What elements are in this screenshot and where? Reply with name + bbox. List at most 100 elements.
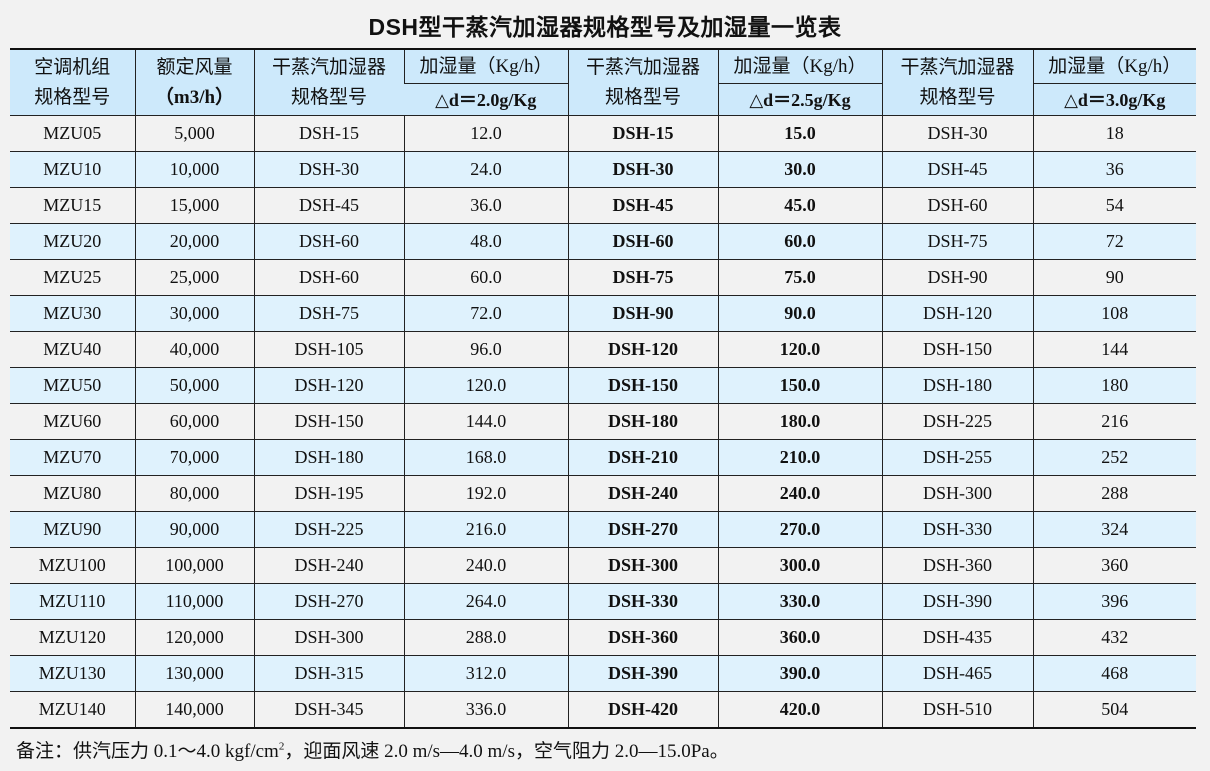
header-humidifier-25-line1: 干蒸汽加湿器 [585,56,700,78]
humidifier-20-cell: DSH-60 [253,259,404,296]
capacity-20-cell: 312.0 [403,655,568,692]
unit-model-cell: MZU40 [10,331,135,368]
capacity-30-cell: 72 [1032,223,1196,260]
capacity-20-cell: 192.0 [403,475,568,512]
capacity-30-cell: 432 [1032,619,1196,656]
humidifier-30-cell: DSH-510 [881,691,1033,729]
table-row: MZU60 60,000 DSH-150 144.0 DSH-180 180.0 DSH-2… [10,403,1196,440]
airflow-cell: 20,000 [134,223,254,260]
humidifier-30-cell: DSH-60 [881,187,1033,224]
table-row: MZU25 25,000 DSH-60 60.0 DSH-75 75.0 DSH-90 90 [10,259,1196,296]
header-capacity-30: 加湿量（Kg/h） [1032,49,1196,84]
capacity-25-cell: 45.0 [717,187,882,224]
table-row: MZU110 110,000 DSH-270 264.0 DSH-330 330.0 DSH… [10,583,1196,620]
humidifier-30-cell: DSH-360 [881,547,1033,584]
humidifier-30-cell: DSH-30 [881,115,1033,152]
capacity-25-cell: 360.0 [717,619,882,656]
humidifier-20-cell: DSH-240 [253,547,404,584]
table-body: MZU05 5,000 DSH-15 12.0 DSH-15 15.0 DSH-30 18 MZ… [10,115,1196,729]
capacity-30-cell: 288 [1032,475,1196,512]
capacity-20-cell: 144.0 [403,403,568,440]
header-unit-model-line2: 规格型号 [34,86,111,108]
humidifier-30-cell: DSH-330 [881,511,1033,548]
capacity-20-cell: 216.0 [403,511,568,548]
unit-model-cell: MZU130 [10,655,135,692]
humidifier-20-cell: DSH-315 [253,655,404,692]
table-row: MZU20 20,000 DSH-60 48.0 DSH-60 60.0 DSH-75 72 [10,223,1196,260]
footnote: 备注：供汽压力 0.1～4.0 kgf/cm2，迎面风速 2.0 m/s—4.0… [16,736,729,763]
capacity-20-cell: 24.0 [403,151,568,188]
capacity-25-cell: 270.0 [717,511,882,548]
header-airflow: 额定风量 （m3/h） [134,49,254,116]
footnote-suffix: ，迎面风速 2.0 m/s—4.0 m/s，空气阻力 2.0—15.0Pa。 [284,741,729,762]
capacity-30-cell: 18 [1032,115,1196,152]
humidifier-20-cell: DSH-45 [253,187,404,224]
table-row: MZU50 50,000 DSH-120 120.0 DSH-150 150.0 DSH-1… [10,367,1196,404]
capacity-20-cell: 120.0 [403,367,568,404]
humidifier-30-cell: DSH-150 [881,331,1033,368]
capacity-30-cell: 108 [1032,295,1196,332]
capacity-25-cell: 210.0 [717,439,882,476]
unit-model-cell: MZU30 [10,295,135,332]
table-row: MZU130 130,000 DSH-315 312.0 DSH-390 390.0 DSH… [10,655,1196,692]
humidifier-20-cell: DSH-30 [253,151,404,188]
capacity-25-cell: 15.0 [717,115,882,152]
table-row: MZU80 80,000 DSH-195 192.0 DSH-240 240.0 DSH-3… [10,475,1196,512]
capacity-25-cell: 300.0 [717,547,882,584]
capacity-20-cell: 12.0 [403,115,568,152]
unit-model-cell: MZU140 [10,691,135,729]
header-humidifier-20: 干蒸汽加湿器 规格型号 [253,49,404,116]
unit-model-cell: MZU20 [10,223,135,260]
capacity-20-cell: 96.0 [403,331,568,368]
header-humidifier-30-line1: 干蒸汽加湿器 [900,56,1015,78]
unit-model-cell: MZU50 [10,367,135,404]
table-row: MZU30 30,000 DSH-75 72.0 DSH-90 90.0 DSH-120 10… [10,295,1196,332]
header-capacity-25: 加湿量（Kg/h） [717,49,882,84]
humidifier-20-cell: DSH-225 [253,511,404,548]
header-humidifier-25-line2: 规格型号 [604,86,681,108]
airflow-cell: 60,000 [134,403,254,440]
humidifier-30-cell: DSH-465 [881,655,1033,692]
humidifier-20-cell: DSH-15 [253,115,404,152]
capacity-20-cell: 36.0 [403,187,568,224]
humidifier-30-cell: DSH-90 [881,259,1033,296]
table-row: MZU100 100,000 DSH-240 240.0 DSH-300 300.0 DSH… [10,547,1196,584]
header-unit-model-line1: 空调机组 [34,56,111,78]
capacity-20-cell: 48.0 [403,223,568,260]
table-row: MZU70 70,000 DSH-180 168.0 DSH-210 210.0 DSH-2… [10,439,1196,476]
airflow-cell: 130,000 [134,655,254,692]
header-humidifier-20-line2: 规格型号 [290,86,367,108]
unit-model-cell: MZU25 [10,259,135,296]
humidifier-25-cell: DSH-90 [567,295,718,332]
unit-model-cell: MZU60 [10,403,135,440]
humidifier-30-cell: DSH-225 [881,403,1033,440]
capacity-30-cell: 180 [1032,367,1196,404]
table-row: MZU05 5,000 DSH-15 12.0 DSH-15 15.0 DSH-30 18 [10,115,1196,152]
unit-model-cell: MZU05 [10,115,135,152]
airflow-cell: 100,000 [134,547,254,584]
humidifier-30-cell: DSH-300 [881,475,1033,512]
airflow-cell: 10,000 [134,151,254,188]
airflow-cell: 50,000 [134,367,254,404]
capacity-25-cell: 330.0 [717,583,882,620]
humidifier-25-cell: DSH-270 [567,511,718,548]
humidifier-30-cell: DSH-180 [881,367,1033,404]
footnote-prefix: 备注：供汽压力 0.1～4.0 kgf/cm [16,741,279,762]
header-delta-2-5: △d＝2.5g/Kg [717,83,882,116]
humidifier-25-cell: DSH-330 [567,583,718,620]
table-row: MZU40 40,000 DSH-105 96.0 DSH-120 120.0 DSH-15… [10,331,1196,368]
table-row: MZU140 140,000 DSH-345 336.0 DSH-420 420.0 DSH… [10,691,1196,729]
humidifier-25-cell: DSH-15 [567,115,718,152]
header-delta-3-0: △d＝3.0g/Kg [1032,83,1196,116]
capacity-30-cell: 360 [1032,547,1196,584]
unit-model-cell: MZU120 [10,619,135,656]
humidifier-25-cell: DSH-75 [567,259,718,296]
humidifier-30-cell: DSH-120 [881,295,1033,332]
header-humidifier-30-line2: 规格型号 [919,86,996,108]
airflow-cell: 110,000 [134,583,254,620]
airflow-cell: 5,000 [134,115,254,152]
humidifier-spec-table: 空调机组 规格型号 额定风量 （m3/h） 干蒸汽加湿器 规格型号 加湿量（Kg… [10,48,1196,729]
capacity-30-cell: 396 [1032,583,1196,620]
airflow-cell: 15,000 [134,187,254,224]
humidifier-25-cell: DSH-390 [567,655,718,692]
